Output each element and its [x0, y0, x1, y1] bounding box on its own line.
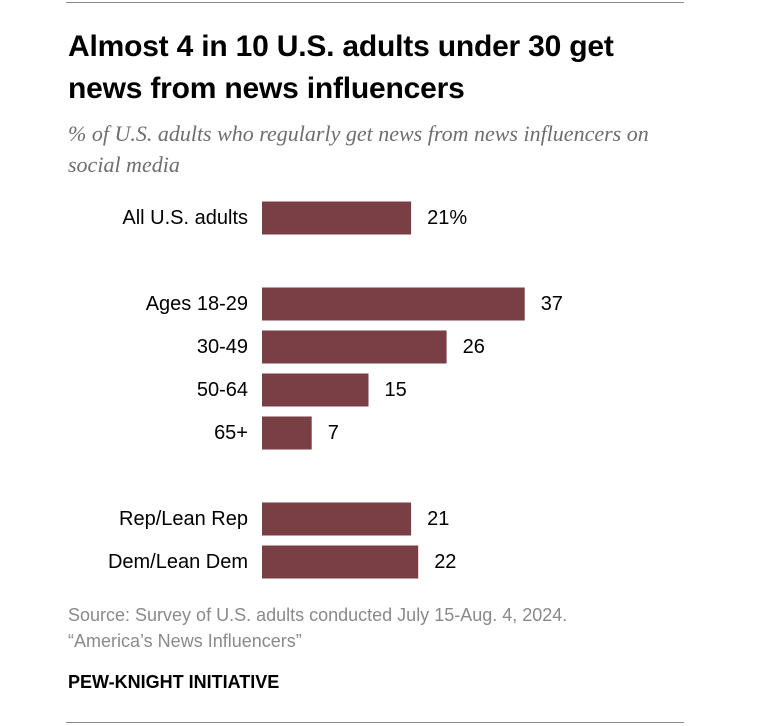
bar-row: Rep/Lean Rep 21 — [119, 502, 449, 536]
bar-row: All U.S. adults 21% — [122, 201, 467, 235]
category-label: All U.S. adults — [122, 207, 248, 229]
bar-chart: All U.S. adults 21% Ages 18-29 37 30-49 26 50-… — [108, 201, 563, 579]
top-rule — [66, 2, 684, 3]
value-label: 21 — [427, 508, 449, 530]
value-label: 7 — [328, 422, 339, 444]
category-label: 30-49 — [197, 336, 248, 358]
source-note: Source: Survey of U.S. adults conducted … — [68, 602, 680, 654]
bar-row: Dem/Lean Dem 22 — [108, 545, 456, 579]
value-label: 15 — [385, 379, 407, 401]
value-label: 21% — [427, 207, 467, 229]
bar — [262, 416, 312, 450]
bar-row: Ages 18-29 37 — [146, 287, 563, 321]
chart-subtitle: % of U.S. adults who regularly get news … — [68, 121, 649, 177]
source-line-2: “America’s News Influencers” — [68, 631, 302, 651]
bar-row: 65+ 7 — [214, 416, 339, 450]
value-label: 37 — [541, 293, 563, 315]
category-label: 50-64 — [197, 379, 248, 401]
bar — [262, 502, 412, 536]
brand-label: PEW-KNIGHT INITIATIVE — [68, 672, 280, 692]
category-label: Dem/Lean Dem — [108, 551, 248, 573]
category-label: Rep/Lean Rep — [119, 508, 248, 530]
value-label: 26 — [463, 336, 485, 358]
bar-row: 50-64 15 — [197, 373, 407, 407]
bar-row: 30-49 26 — [197, 330, 485, 364]
bar — [262, 373, 369, 407]
value-label: 22 — [434, 551, 456, 573]
source-line-1: Source: Survey of U.S. adults conducted … — [68, 605, 568, 625]
bar — [262, 287, 525, 321]
bar — [262, 201, 412, 235]
category-label: Ages 18-29 — [146, 293, 248, 315]
bar — [262, 330, 447, 364]
bottom-rule — [66, 722, 684, 723]
category-label: 65+ — [214, 422, 248, 444]
chart-title: Almost 4 in 10 U.S. adults under 30 get … — [68, 30, 614, 105]
bar — [262, 545, 419, 579]
